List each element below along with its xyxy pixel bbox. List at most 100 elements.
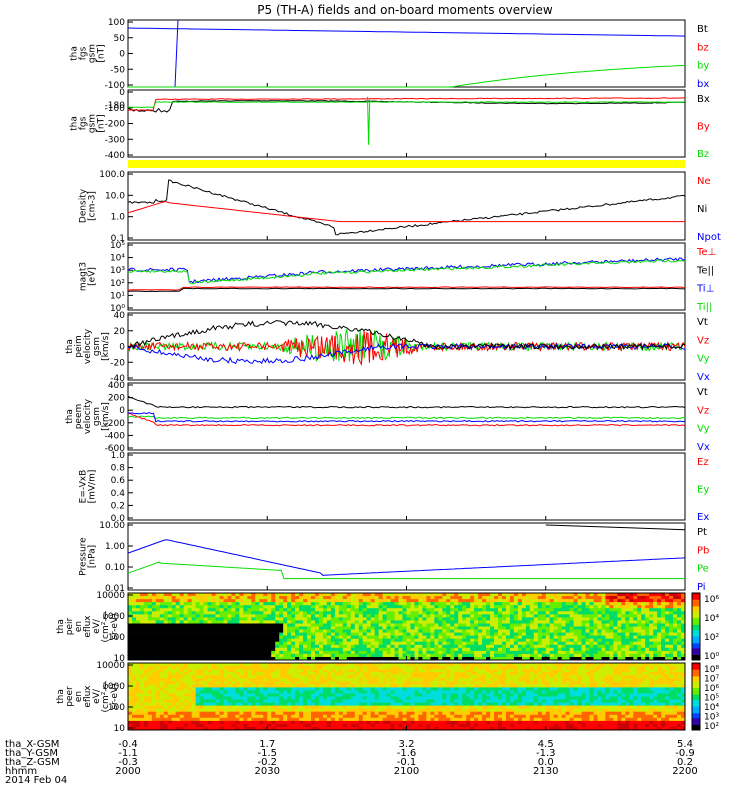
spectrogram-cell — [358, 657, 364, 661]
spectrogram-cell — [549, 596, 555, 600]
spectrogram-cell — [171, 650, 177, 655]
spectrogram-cell — [517, 605, 523, 609]
spectrogram-cell — [227, 602, 232, 606]
spectrogram-cell — [139, 638, 145, 643]
y-tick-label: -50 — [110, 65, 125, 75]
spectrogram-cell — [454, 644, 459, 649]
spectrogram-cell — [513, 614, 519, 618]
spectrogram-cell — [374, 626, 380, 630]
spectrogram-cell — [183, 714, 189, 719]
spectrogram-cell — [370, 629, 376, 633]
spectrogram-cell — [589, 644, 594, 649]
spectrogram-cell — [279, 617, 284, 621]
series-peim-velocity — [127, 319, 686, 366]
spectrogram-cell — [458, 593, 463, 597]
spectrogram-cell — [406, 717, 411, 722]
spectrogram-cell — [629, 650, 634, 655]
spectrogram-cell — [597, 644, 602, 649]
spectrogram-cell — [629, 641, 634, 646]
spectrogram-cell — [319, 617, 324, 621]
spectrogram-cell — [486, 647, 491, 652]
spectrogram-cell — [334, 617, 340, 621]
spectrogram-cell — [203, 617, 208, 621]
colorbar-segment — [692, 648, 700, 651]
spectrogram-cell — [398, 717, 403, 722]
spectrogram-cell — [179, 714, 185, 719]
spectrogram-cell — [215, 602, 220, 606]
y-tick-label: 200 — [108, 394, 125, 404]
spectrogram-cell — [374, 635, 380, 639]
y-axis-label: [cm-3] — [88, 191, 98, 221]
spectrogram-cell — [350, 717, 356, 722]
spectrogram-cell — [338, 690, 344, 694]
spectrogram-cell — [462, 644, 467, 649]
spectrogram-cell — [191, 717, 197, 722]
spectrogram-cell — [191, 727, 197, 731]
spectrogram-cell — [136, 720, 141, 725]
spectrogram-cell — [521, 629, 527, 633]
spectrogram-cell — [621, 641, 626, 646]
spectrogram-cell — [422, 647, 427, 652]
spectrogram-cell — [283, 644, 288, 649]
spectrogram-cell — [251, 723, 256, 728]
spectrogram-cell — [669, 623, 674, 627]
spectrogram-cell — [625, 647, 630, 652]
spectrogram-cell — [657, 629, 662, 633]
spectrogram-cell — [513, 611, 519, 615]
spectrogram-cell — [633, 626, 638, 630]
spectrogram-cell — [370, 657, 376, 661]
spectrogram-cell — [681, 596, 686, 600]
spectrogram-cell — [183, 608, 189, 612]
spectrogram-cell — [251, 635, 256, 639]
spectrogram-cell — [509, 602, 515, 606]
spectrogram-cell — [422, 653, 427, 658]
spectrogram-cell — [267, 614, 272, 618]
spectrogram-cell — [219, 653, 224, 658]
spectrogram-cell — [362, 672, 368, 676]
spectrogram-cell — [231, 678, 236, 682]
spectrogram-cell — [191, 644, 197, 649]
spectrogram-cell — [326, 669, 332, 673]
spectrogram-cell — [227, 666, 232, 670]
spectrogram-cell — [486, 596, 491, 600]
spectrogram-cell — [136, 593, 141, 597]
spectrogram-cell — [513, 596, 519, 600]
spectrogram-cell — [665, 620, 670, 624]
spectrogram-cell — [136, 702, 141, 706]
spectrogram-cell — [223, 641, 228, 646]
spectrogram-cell — [350, 672, 356, 676]
spectrogram-cell — [374, 632, 380, 636]
spectrogram-cell — [498, 614, 503, 618]
spectrogram-cell — [255, 599, 260, 603]
series-teperp — [127, 286, 686, 291]
spectrogram-cell — [263, 678, 268, 682]
spectrogram-cell — [629, 605, 634, 609]
spectrogram-cell — [382, 650, 387, 655]
spectrogram-cell — [132, 669, 137, 673]
spectrogram-cell — [537, 635, 543, 639]
spectrogram-cell — [239, 666, 244, 670]
spectrogram-cell — [199, 635, 204, 639]
spectrogram-cell — [573, 593, 578, 597]
spectrogram-cell — [645, 617, 650, 621]
spectrogram-cell — [394, 684, 399, 688]
spectrogram-cell — [386, 723, 391, 728]
spectrogram-cell — [597, 608, 602, 612]
spectrogram-cell — [275, 644, 280, 649]
spectrogram-cell — [227, 632, 232, 636]
spectrogram-cell — [390, 693, 395, 697]
spectrogram-cell — [366, 632, 372, 636]
spectrogram-cell — [645, 623, 650, 627]
spectrogram-cell — [139, 635, 145, 639]
spectrogram-cell — [187, 720, 193, 725]
spectrogram-cell — [247, 678, 252, 682]
spectrogram-cell — [136, 626, 141, 630]
spectrogram-cell — [139, 699, 145, 703]
spectrogram-cell — [279, 666, 284, 670]
spectrogram-cell — [223, 690, 228, 694]
spectrogram-cell — [370, 669, 376, 673]
spectrogram-cell — [394, 717, 399, 722]
spectrogram-cell — [235, 623, 240, 627]
spectrogram-cell — [295, 599, 300, 603]
spectrogram-cell — [299, 623, 304, 627]
